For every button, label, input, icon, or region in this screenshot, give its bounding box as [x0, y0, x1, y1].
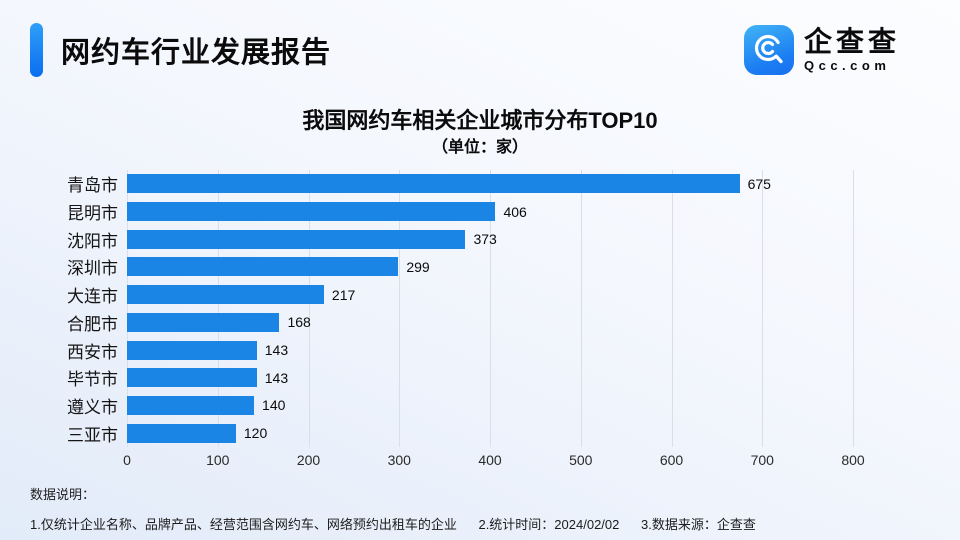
gridline-x-0	[127, 170, 128, 447]
value-label: 373	[473, 231, 497, 248]
value-label: 217	[331, 286, 356, 303]
category-label: 三亚市	[67, 425, 118, 445]
gridline-x-300	[399, 170, 401, 447]
value-label: 143	[264, 342, 289, 359]
category-labels: 青岛市昆明市沈阳市深圳市大连市合肥市西安市毕节市遵义市三亚市	[0, 170, 118, 447]
category-label: 深圳市	[67, 259, 118, 279]
qcc-magnifier-icon	[743, 25, 794, 75]
title-accent-bar	[30, 23, 43, 77]
gridline-x-600	[671, 170, 673, 447]
gridline-x-700	[762, 170, 764, 447]
report-title: 网约车行业发展报告	[61, 37, 332, 69]
value-label: 120	[243, 425, 268, 442]
data-notes: 数据说明： 1.仅统计企业名称、品牌产品、经营范围含网约车、网络预约出租车的企业…	[30, 484, 940, 533]
category-label: 遵义市	[67, 397, 118, 417]
x-tick-label: 600	[659, 452, 684, 468]
bar-row: 217	[127, 281, 853, 309]
gridline-x-400	[490, 170, 491, 447]
chart-title: 我国网约车相关企业城市分布TOP10	[302, 108, 658, 133]
bar-row: 120	[127, 419, 853, 447]
gridline-x-200	[308, 170, 310, 447]
bar	[127, 229, 466, 249]
value-label: 168	[287, 314, 311, 331]
gridline-x-500	[580, 170, 582, 447]
notes-items: 1.仅统计企业名称、品牌产品、经营范围含网约车、网络预约出租车的企业 2.统计时…	[30, 514, 940, 533]
bar	[127, 257, 399, 277]
x-tick-label: 300	[387, 452, 411, 468]
bar-row: 143	[127, 336, 853, 364]
qcc-logo-name-en: Qcc.com	[803, 58, 891, 74]
x-tick-label: 500	[569, 452, 593, 468]
value-label: 406	[503, 203, 527, 220]
x-tick-label: 400	[478, 452, 502, 468]
bar	[127, 368, 257, 388]
note-scope: 1.仅统计企业名称、品牌产品、经营范围含网约车、网络预约出租车的企业	[30, 517, 457, 532]
x-axis: 0 100 200 300 400 500 600 700 800	[123, 452, 865, 472]
x-tick-label: 100	[206, 452, 230, 468]
notes-label: 数据说明：	[30, 487, 96, 502]
bar	[127, 340, 257, 360]
bar-row: 143	[127, 364, 853, 392]
bar	[127, 202, 496, 222]
category-label: 毕节市	[67, 370, 118, 390]
x-tick-label: 200	[296, 452, 321, 468]
bar-row: 168	[127, 309, 853, 337]
x-tick-label: 0	[123, 452, 131, 468]
bar	[127, 285, 324, 305]
category-label: 昆明市	[67, 204, 118, 224]
bar-row: 299	[127, 253, 853, 281]
chart-unit-subtitle: （单位：家）	[431, 139, 528, 156]
category-label: 沈阳市	[67, 231, 118, 251]
report-header: 网约车行业发展报告 企查查 Qcc.com	[30, 22, 930, 78]
bar	[127, 395, 255, 415]
note-data-source: 3.数据来源：企查查	[641, 517, 756, 532]
bar-row: 406	[127, 198, 853, 226]
bar-rows: 675 406 373 299 217 168 143 143 140 120	[127, 170, 853, 447]
category-label: 大连市	[67, 287, 118, 307]
bar	[127, 423, 236, 443]
value-label: 675	[747, 175, 771, 192]
value-label: 299	[406, 258, 430, 275]
bar	[127, 174, 740, 194]
bar-row: 373	[127, 225, 853, 253]
gridline-x-100	[217, 170, 219, 447]
x-tick-label: 700	[750, 452, 774, 468]
plot-area: 675 406 373 299 217 168 143 143 140 120	[127, 170, 854, 447]
category-label: 青岛市	[67, 176, 118, 196]
x-tick-label: 800	[841, 452, 865, 468]
bar-row: 140	[127, 392, 853, 420]
category-label: 合肥市	[67, 314, 118, 334]
qcc-logo-name-cn: 企查查	[803, 25, 900, 57]
value-label: 143	[264, 369, 289, 386]
value-label: 140	[262, 397, 286, 414]
qcc-logo: 企查查 Qcc.com	[743, 22, 900, 78]
bar-row: 675	[127, 170, 853, 198]
note-stat-date: 2.统计时间：2024/02/02	[478, 517, 620, 532]
gridline-x-800	[853, 170, 854, 447]
category-label: 西安市	[67, 342, 118, 362]
bar	[127, 312, 280, 332]
qcc-logo-text: 企查查 Qcc.com	[803, 25, 900, 74]
